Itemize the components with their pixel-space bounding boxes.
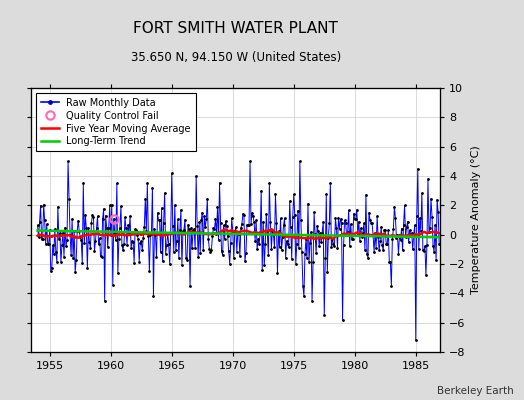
Legend: Raw Monthly Data, Quality Control Fail, Five Year Moving Average, Long-Term Tren: Raw Monthly Data, Quality Control Fail, … xyxy=(36,93,196,151)
Text: Berkeley Earth: Berkeley Earth xyxy=(437,386,514,396)
Y-axis label: Temperature Anomaly (°C): Temperature Anomaly (°C) xyxy=(471,146,481,294)
Text: 35.650 N, 94.150 W (United States): 35.650 N, 94.150 W (United States) xyxy=(130,51,341,64)
Text: FORT SMITH WATER PLANT: FORT SMITH WATER PLANT xyxy=(134,21,338,36)
